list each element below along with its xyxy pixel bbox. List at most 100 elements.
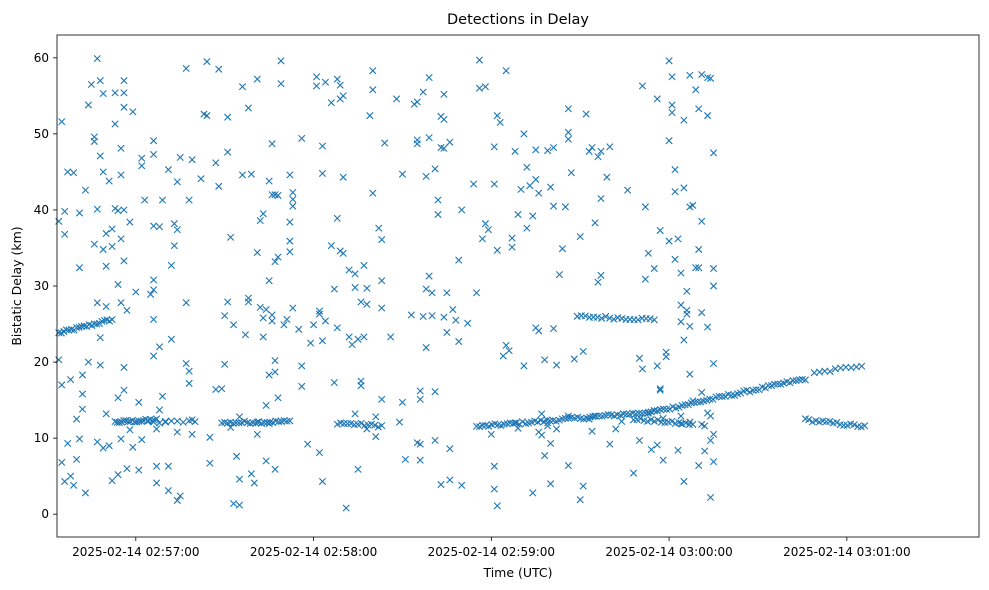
clutter-point [508,234,516,242]
track-point [650,316,658,324]
clutter-point [117,435,125,443]
clutter-point [286,171,294,179]
clutter-point [469,180,478,188]
clutter-point [75,435,84,443]
clutter-point [321,317,330,325]
clutter-point [318,169,327,178]
clutter-point [265,420,273,428]
clutter-point [111,120,119,128]
track-point [770,380,779,388]
clutter-point [544,419,552,427]
clutter-point [677,420,685,428]
clutter-point [111,89,119,97]
clutter-point [123,464,131,473]
clutter-point [247,470,255,478]
clutter-point [105,177,113,185]
clutter-point [677,301,685,309]
clutter-point [656,226,664,235]
clutter-point [481,83,489,91]
clutter-point [706,74,715,82]
clutter-point [164,462,172,470]
clutter-point [318,337,327,345]
y-tick-label: 50 [34,127,49,141]
series-track-f [472,406,661,431]
y-tick-label: 10 [34,431,49,445]
clutter-point [407,311,415,319]
clutter-point [387,333,395,341]
clutter-point [262,305,270,314]
clutter-point [458,481,466,489]
clutter-point [117,171,125,179]
scatter-marks [55,54,869,512]
x-tick-label: 2025-02-14 02:57:00 [72,545,199,559]
clutter-point [549,202,558,210]
clutter-point [120,89,128,97]
clutter-point [603,173,611,181]
track-point [232,419,240,427]
track-point [593,313,602,321]
clutter-point [709,282,718,290]
clutter-point [286,237,294,245]
track-point [479,421,487,429]
clutter-point [647,445,655,454]
clutter-point [167,335,175,343]
clutter-point [348,340,356,349]
clutter-point [75,209,84,217]
clutter-point [656,386,664,394]
clutter-point [61,477,69,486]
chart-title: Detections in Delay [447,12,589,28]
clutter-point [416,387,424,395]
clutter-point [105,442,113,450]
clutter-point [564,461,572,470]
clutter-point [413,140,421,148]
clutter-point [680,184,688,192]
clutter-point [644,249,652,257]
clutter-point [120,103,128,111]
clutter-point [286,218,294,226]
clutter-point [698,70,706,79]
clutter-point [102,302,110,311]
clutter-point [152,425,161,433]
clutter-point [541,356,549,364]
clutter-point [161,417,170,425]
clutter-point [102,410,110,418]
clutter-point [668,101,676,109]
clutter-point [552,425,561,433]
clutter-point [298,362,306,370]
clutter-point [188,430,196,438]
clutter-point [653,362,661,370]
clutter-point [401,455,410,464]
clutter-point [188,416,196,424]
clutter-point [523,224,531,232]
clutter-point [549,143,558,152]
clutter-point [709,149,718,157]
track-point [235,419,243,427]
clutter-point [227,233,235,241]
clutter-point [117,235,125,243]
clutter-point [665,137,673,145]
clutter-point [588,427,596,435]
clutter-point [173,226,181,234]
plot-frame [56,34,980,538]
clutter-point [218,419,226,427]
clutter-point [114,471,122,479]
track-point [774,380,782,388]
clutter-point [683,287,691,295]
track-point [111,417,119,426]
track-point [124,418,132,426]
y-axis: 0 10 20 30 40 50 60 [34,51,57,521]
track-point [155,419,164,427]
clutter-point [641,203,649,211]
clutter-point [93,54,101,63]
clutter-point [315,310,324,318]
clutter-point [232,452,241,460]
clutter-point [149,137,158,145]
track-point [737,389,745,397]
clutter-point [701,422,709,430]
clutter-point [360,261,368,270]
clutter-point [523,163,531,171]
y-tick-label: 40 [34,203,49,217]
clutter-point [378,236,386,244]
clutter-point [517,185,525,193]
track-point [371,421,379,429]
